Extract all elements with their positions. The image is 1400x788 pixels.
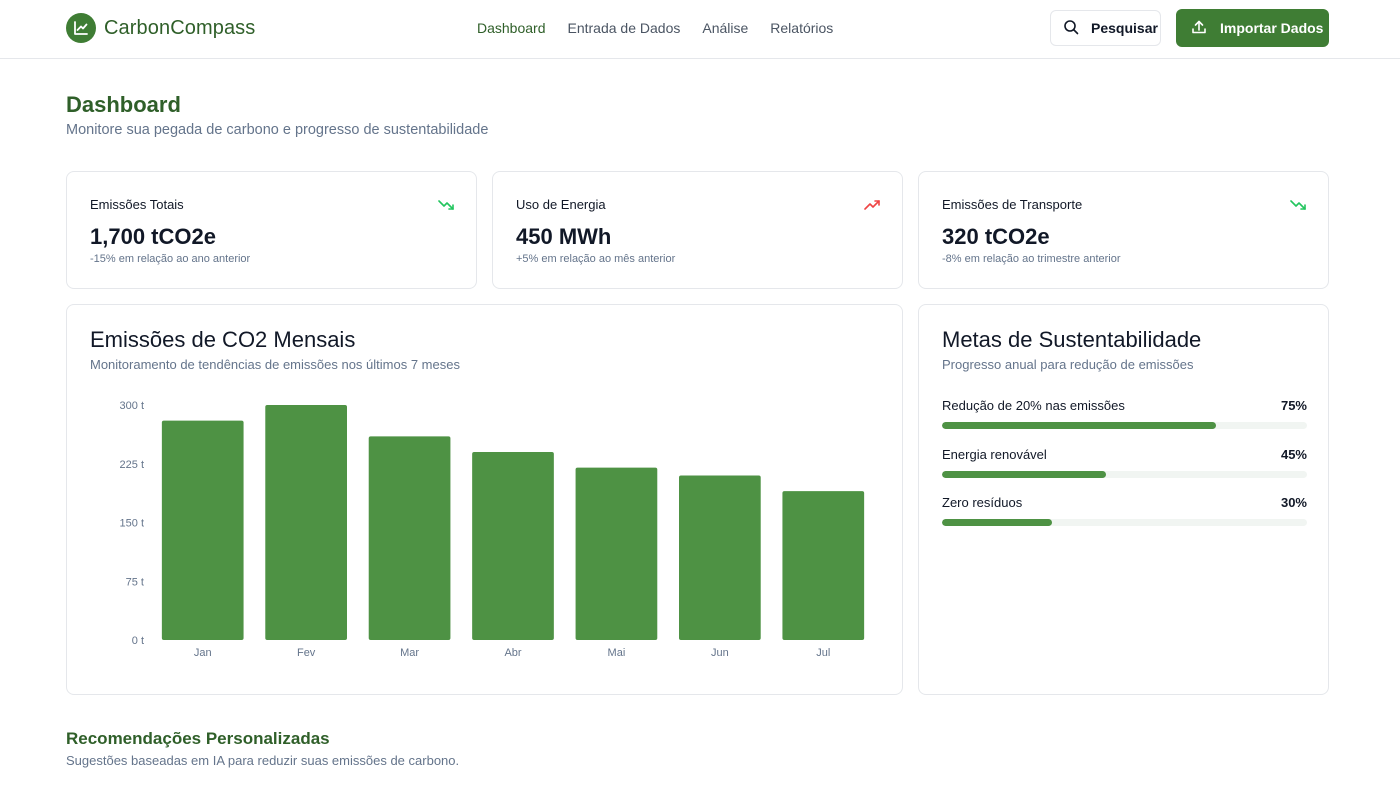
monthly-emissions-card: Emissões de CO2 Mensais Monitoramento de… [66, 304, 903, 695]
stat-card-energy-use: Uso de Energia 450 MWh +5% em relação ao… [492, 171, 903, 289]
goal-item: Redução de 20% nas emissões 75% [942, 398, 1307, 429]
x-tick-label: Jan [194, 647, 212, 659]
search-button-label: Pesquisar [1091, 20, 1158, 36]
nav-data-entry[interactable]: Entrada de Dados [567, 20, 681, 36]
trending-down-icon [438, 198, 454, 216]
page-subtitle: Monitore sua pegada de carbono e progres… [66, 122, 489, 138]
search-icon [1063, 19, 1079, 38]
y-tick-label: 75 t [126, 576, 144, 588]
y-tick-label: 225 t [120, 459, 144, 471]
main-nav: Dashboard Entrada de Dados Análise Relat… [477, 20, 833, 36]
stat-card-total-emissions: Emissões Totais 1,700 tCO2e -15% em rela… [66, 171, 477, 289]
bar-mar[interactable] [368, 436, 451, 640]
upload-icon [1191, 19, 1207, 38]
y-tick-label: 150 t [120, 518, 144, 530]
goal-item: Energia renovável 45% [942, 447, 1307, 478]
trending-down-icon [1290, 198, 1306, 216]
bar-abr[interactable] [472, 452, 554, 640]
sustainability-goals-card: Metas de Sustentabilidade Progresso anua… [918, 304, 1329, 695]
goal-percent: 30% [1280, 495, 1307, 510]
trending-up-icon [864, 198, 880, 216]
goal-label: Redução de 20% nas emissões [942, 398, 1125, 413]
bar-fev[interactable] [265, 405, 347, 640]
stat-note: -8% em relação ao trimestre anterior [942, 253, 1121, 265]
recommendations-title: Recomendações Personalizadas [66, 729, 330, 748]
stat-label: Emissões Totais [90, 197, 184, 212]
recommendations-subtitle: Sugestões baseadas em IA para reduzir su… [66, 753, 460, 768]
top-navigation-bar: CarbonCompass Dashboard Entrada de Dados… [0, 0, 1400, 59]
goals-title: Metas de Sustentabilidade [942, 327, 1202, 352]
bar-jun[interactable] [679, 475, 761, 641]
x-tick-label: Abr [504, 647, 521, 659]
stat-value: 1,700 tCO2e [90, 224, 216, 249]
bar-jul[interactable] [782, 491, 865, 640]
y-tick-label: 300 t [120, 400, 144, 412]
goal-progress-fill [942, 471, 1107, 478]
x-tick-label: Mar [400, 647, 419, 659]
goal-progress-fill [942, 519, 1052, 526]
x-tick-label: Mai [608, 647, 626, 659]
goal-progress-fill [942, 422, 1216, 429]
stat-card-transport-emissions: Emissões de Transporte 320 tCO2e -8% em … [918, 171, 1329, 289]
goal-progress-track [942, 422, 1307, 429]
stat-label: Uso de Energia [516, 197, 606, 212]
goal-percent: 45% [1280, 447, 1307, 462]
bar-mai[interactable] [575, 467, 658, 640]
page-title: Dashboard [66, 92, 181, 117]
x-tick-label: Jun [711, 647, 729, 659]
stat-label: Emissões de Transporte [942, 197, 1083, 212]
brand-name: CarbonCompass [104, 16, 256, 39]
goal-item: Zero resíduos 30% [942, 495, 1307, 526]
goals-subtitle: Progresso anual para redução de emissões [942, 357, 1194, 372]
nav-analysis[interactable]: Análise [702, 20, 749, 36]
stat-value: 320 tCO2e [942, 224, 1050, 249]
chart-subtitle: Monitoramento de tendências de emissões … [90, 357, 460, 372]
nav-reports[interactable]: Relatórios [770, 20, 834, 36]
chart-line-icon [66, 13, 96, 43]
goal-label: Zero resíduos [942, 495, 1023, 510]
x-tick-label: Jul [816, 647, 830, 659]
x-tick-label: Fev [297, 647, 316, 659]
nav-dashboard[interactable]: Dashboard [477, 20, 546, 36]
import-data-label: Importar Dados [1220, 20, 1324, 36]
goal-progress-track [942, 471, 1307, 478]
y-tick-label: 0 t [132, 635, 144, 647]
stat-value: 450 MWh [516, 224, 612, 249]
goal-percent: 75% [1280, 398, 1307, 413]
import-data-button[interactable]: Importar Dados [1176, 9, 1329, 47]
goal-progress-track [942, 519, 1307, 526]
goal-label: Energia renovável [942, 447, 1047, 462]
chart-title: Emissões de CO2 Mensais [90, 327, 356, 352]
bar-jan[interactable] [161, 420, 244, 640]
stat-note: +5% em relação ao mês anterior [516, 253, 676, 265]
stat-note: -15% em relação ao ano anterior [90, 253, 251, 265]
monthly-emissions-bar-chart: 0 t 75 t 150 t 225 t 300 t Jan Fev Mar Abr Mai Jun… [120, 400, 865, 659]
search-button[interactable]: Pesquisar [1050, 10, 1161, 46]
brand[interactable]: CarbonCompass [66, 13, 255, 43]
